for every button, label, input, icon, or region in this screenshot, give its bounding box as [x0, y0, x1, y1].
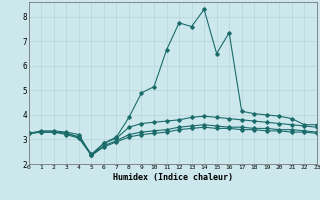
X-axis label: Humidex (Indice chaleur): Humidex (Indice chaleur) — [113, 173, 233, 182]
